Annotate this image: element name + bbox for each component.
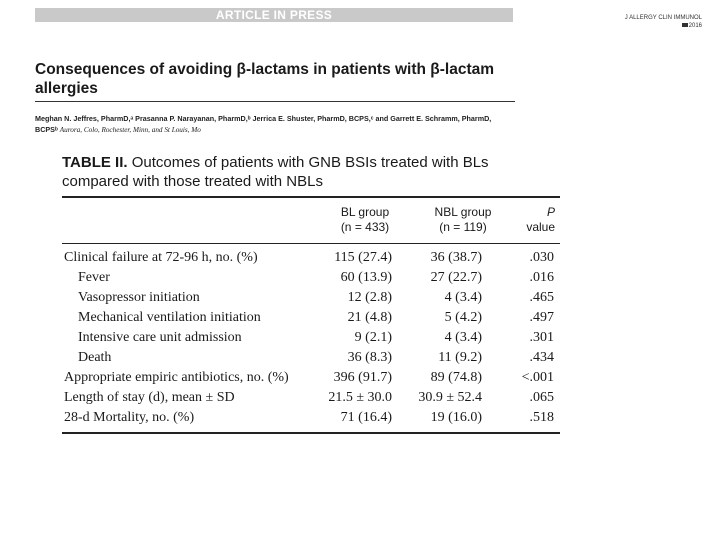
journal-name: J ALLERGY CLIN IMMUNOL xyxy=(624,15,702,21)
table-header-rule xyxy=(62,243,560,244)
article-in-press-banner: ARTICLE IN PRESS xyxy=(35,8,513,22)
row-p-value: .434 xyxy=(529,350,555,365)
row-p-value: .030 xyxy=(529,250,555,265)
row-bl-value: 60 (13.9) xyxy=(340,270,392,285)
column-header-p: P value xyxy=(505,205,555,235)
row-nbl-value: 36 (38.7) xyxy=(430,250,482,265)
author-list: Meghan N. Jeffres, PharmD,ᵃ Prasanna P. … xyxy=(35,113,515,136)
row-bl-value: 21 (4.8) xyxy=(347,310,392,325)
row-bl-value: 21.5 ± 30.0 xyxy=(328,390,392,405)
table-row: Length of stay (d), mean ± SD 21.5 ± 30.… xyxy=(62,388,560,408)
table-row: 28-d Mortality, no. (%) 71 (16.4) 19 (16… xyxy=(62,408,560,428)
row-bl-value: 9 (2.1) xyxy=(354,330,392,345)
authors-affiliation: Aurora, Colo, Rochester, Minn, and St Lo… xyxy=(59,126,201,134)
row-label: 28-d Mortality, no. (%) xyxy=(64,410,195,425)
table-number: TABLE II. xyxy=(62,154,128,171)
column-header-bl: BL group (n = 433) xyxy=(326,205,404,235)
row-label: Clinical failure at 72-96 h, no. (%) xyxy=(64,250,258,265)
row-label: Vasopressor initiation xyxy=(78,290,200,305)
article-title: Consequences of avoiding β-lactams in pa… xyxy=(35,61,495,97)
table-row: Intensive care unit admission 9 (2.1) 4 … xyxy=(62,328,560,348)
title-divider xyxy=(35,101,515,102)
row-p-value: <.001 xyxy=(521,370,554,385)
authors-names: Meghan N. Jeffres, PharmD,ᵃ Prasanna P. … xyxy=(35,114,492,134)
row-nbl-value: 11 (9.2) xyxy=(438,350,482,365)
row-bl-value: 71 (16.4) xyxy=(340,410,392,425)
row-nbl-value: 89 (74.8) xyxy=(430,370,482,385)
table-row: Appropriate empiric antibiotics, no. (%)… xyxy=(62,368,560,388)
journal-year: 2016 xyxy=(592,22,702,30)
row-label: Intensive care unit admission xyxy=(78,330,242,345)
row-bl-value: 12 (2.8) xyxy=(347,290,392,305)
table-row: Death 36 (8.3) 11 (9.2) .434 xyxy=(62,348,560,368)
column-header-p-title: P xyxy=(546,205,555,219)
row-label: Death xyxy=(78,350,112,365)
table-top-rule xyxy=(62,196,560,198)
row-bl-value: 396 (91.7) xyxy=(333,370,392,385)
row-bl-value: 36 (8.3) xyxy=(347,350,392,365)
row-p-value: .016 xyxy=(529,270,555,285)
row-label: Fever xyxy=(78,270,110,285)
row-nbl-value: 27 (22.7) xyxy=(430,270,482,285)
table-caption-text: Outcomes of patients with GNB BSIs treat… xyxy=(62,154,489,190)
row-nbl-value: 4 (3.4) xyxy=(444,330,482,345)
column-header-nbl-n: (n = 119) xyxy=(439,220,487,234)
column-header-bl-n: (n = 433) xyxy=(340,220,390,234)
table-caption: TABLE II. Outcomes of patients with GNB … xyxy=(62,153,542,191)
table-row: Mechanical ventilation initiation 21 (4.… xyxy=(62,308,560,328)
row-nbl-value: 4 (3.4) xyxy=(444,290,482,305)
row-p-value: .301 xyxy=(529,330,555,345)
row-nbl-value: 19 (16.0) xyxy=(430,410,482,425)
row-label: Mechanical ventilation initiation xyxy=(78,310,261,325)
row-nbl-value: 30.9 ± 52.4 xyxy=(418,390,482,405)
column-header-nbl-title: NBL group xyxy=(434,205,492,219)
row-p-value: .497 xyxy=(529,310,555,325)
row-nbl-value: 5 (4.2) xyxy=(444,310,482,325)
table-row: Vasopressor initiation 12 (2.8) 4 (3.4) … xyxy=(62,288,560,308)
table-bottom-rule xyxy=(62,432,560,434)
row-label: Length of stay (d), mean ± SD xyxy=(64,390,235,405)
table-row: Fever 60 (13.9) 27 (22.7) .016 xyxy=(62,268,560,288)
row-p-value: .065 xyxy=(529,390,555,405)
row-label: Appropriate empiric antibiotics, no. (%) xyxy=(64,370,289,385)
row-p-value: .518 xyxy=(529,410,555,425)
column-header-nbl: NBL group (n = 119) xyxy=(424,205,502,235)
table-row: Clinical failure at 72-96 h, no. (%) 115… xyxy=(62,248,560,268)
row-bl-value: 115 (27.4) xyxy=(334,250,392,265)
column-header-bl-title: BL group xyxy=(340,205,390,219)
journal-header: J ALLERGY CLIN IMMUNOL 2016 xyxy=(592,14,702,30)
bar-icon xyxy=(681,23,688,28)
row-p-value: .465 xyxy=(529,290,555,305)
column-header-p-value: value xyxy=(526,220,555,234)
